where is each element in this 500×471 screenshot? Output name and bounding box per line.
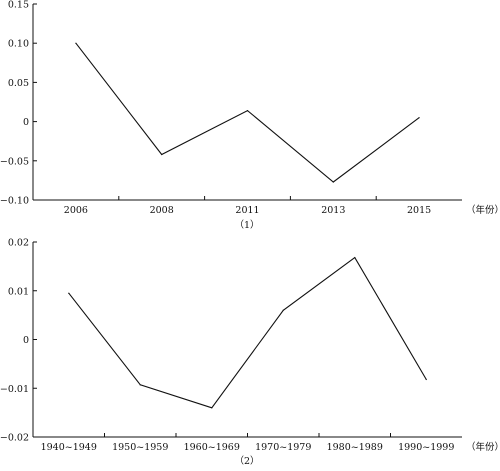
y-tick-label: −0.02 [0,433,29,444]
data-point [246,110,249,112]
data-point [354,257,356,259]
y-tick-label: 0.02 [8,238,29,249]
chart-1: −0.10 −0.05 0 0.05 0.10 0.15 2006 2008 2011 2013 2… [0,0,500,231]
y-tick-label: 0.01 [8,286,29,297]
x-tick-label: 1990~1999 [398,442,454,453]
data-point [332,181,334,183]
x-tick-label: 1980~1989 [327,442,383,453]
chart-2: −0.02 −0.01 0 0.01 0.02 1940~1949 1950~1959 196… [0,238,500,468]
data-point [418,117,420,119]
x-tick-label: 2013 [321,205,345,216]
x-tick-label: 2015 [407,205,431,216]
y-tick-label: 0 [23,117,29,128]
y-tick-label: −0.10 [0,196,29,207]
data-point [75,42,77,44]
series-line [68,256,427,409]
y-tick-label: 0.15 [8,0,29,11]
x-tick-label: 1940~1949 [41,442,97,453]
x-tick-label: 1960~1969 [184,442,240,453]
x-tick-label: 2006 [64,205,88,216]
data-point [161,153,163,156]
data-point [425,378,427,381]
x-tick-label: 1970~1979 [255,442,311,453]
data-point [139,384,141,386]
chart-caption: （2） [234,455,259,467]
y-tick-label: 0 [23,335,29,346]
y-tick-label: −0.05 [0,156,29,167]
x-tick-label: 1950~1959 [112,442,168,453]
data-point [68,292,70,294]
x-tick-label: 2008 [150,205,174,216]
y-tick-label: −0.01 [0,384,29,395]
data-point [282,309,284,311]
y-tick-label: 0.10 [8,39,29,50]
x-tick-label: 2011 [235,205,259,216]
y-tick-label: 0.05 [8,78,29,89]
data-point [211,407,213,409]
series-line [75,42,420,183]
chart-caption: （1） [234,219,259,231]
x-axis-unit-label: （年份） [466,204,500,216]
x-axis-unit-label: （年份） [466,441,500,453]
